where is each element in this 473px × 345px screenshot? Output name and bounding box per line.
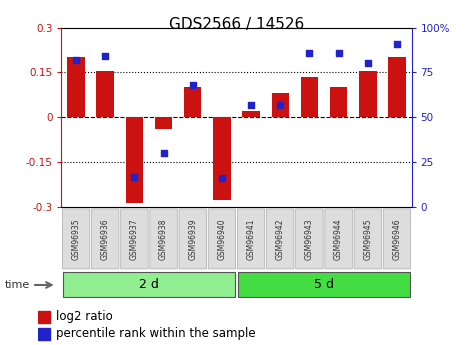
Bar [67, 58, 85, 117]
FancyBboxPatch shape [237, 209, 265, 269]
FancyBboxPatch shape [150, 209, 177, 269]
Text: log2 ratio: log2 ratio [56, 310, 113, 323]
FancyBboxPatch shape [354, 209, 381, 269]
FancyBboxPatch shape [383, 209, 411, 269]
Text: GSM96941: GSM96941 [246, 218, 255, 260]
FancyBboxPatch shape [237, 272, 411, 297]
Text: percentile rank within the sample: percentile rank within the sample [56, 327, 255, 341]
Point [335, 50, 342, 56]
Bar [242, 111, 260, 117]
Bar [38, 328, 50, 340]
Text: GSM96944: GSM96944 [334, 218, 343, 260]
FancyBboxPatch shape [325, 209, 352, 269]
Text: 5 d: 5 d [314, 278, 334, 291]
Text: GSM96936: GSM96936 [101, 218, 110, 260]
Bar [155, 117, 172, 129]
Bar [330, 87, 347, 117]
Point [364, 61, 372, 66]
Bar [126, 117, 143, 203]
FancyBboxPatch shape [208, 209, 236, 269]
Text: GSM96946: GSM96946 [393, 218, 402, 260]
Point [72, 57, 80, 63]
Point [131, 174, 138, 179]
Bar [359, 71, 377, 117]
FancyBboxPatch shape [179, 209, 206, 269]
Bar [38, 310, 50, 323]
Point [189, 82, 197, 88]
Text: GSM96945: GSM96945 [363, 218, 372, 260]
Point [160, 150, 167, 156]
Bar [388, 58, 406, 117]
Text: GSM96937: GSM96937 [130, 218, 139, 260]
FancyBboxPatch shape [62, 272, 236, 297]
Bar [272, 93, 289, 117]
FancyBboxPatch shape [62, 209, 90, 269]
Text: GDS2566 / 14526: GDS2566 / 14526 [169, 17, 304, 32]
Text: 2 d: 2 d [139, 278, 159, 291]
FancyBboxPatch shape [267, 209, 294, 269]
Bar [213, 117, 231, 199]
Text: GSM96942: GSM96942 [276, 218, 285, 260]
Point [306, 50, 313, 56]
Point [101, 53, 109, 59]
FancyBboxPatch shape [92, 209, 119, 269]
Bar [301, 77, 318, 117]
Text: GSM96943: GSM96943 [305, 218, 314, 260]
Point [218, 176, 226, 181]
Point [393, 41, 401, 47]
Text: time: time [5, 280, 30, 289]
FancyBboxPatch shape [296, 209, 323, 269]
Text: GSM96939: GSM96939 [188, 218, 197, 260]
FancyBboxPatch shape [121, 209, 148, 269]
Point [276, 102, 284, 108]
Bar [96, 71, 114, 117]
Text: GSM96940: GSM96940 [218, 218, 227, 260]
Text: GSM96938: GSM96938 [159, 218, 168, 260]
Text: GSM96935: GSM96935 [71, 218, 80, 260]
Point [247, 102, 255, 108]
Bar [184, 87, 201, 117]
